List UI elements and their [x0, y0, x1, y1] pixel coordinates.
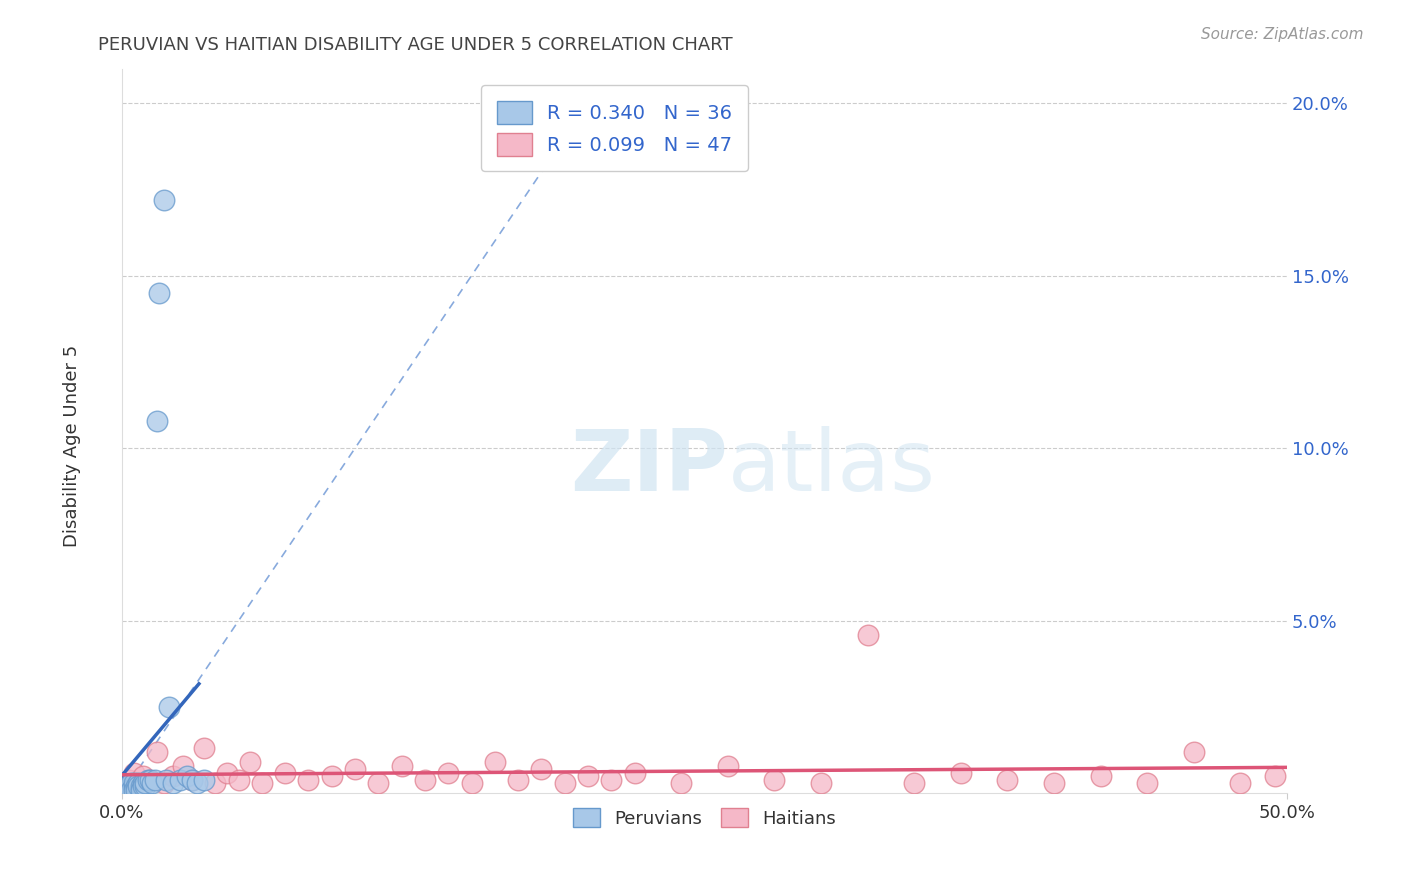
- Text: Source: ZipAtlas.com: Source: ZipAtlas.com: [1201, 27, 1364, 42]
- Point: [1229, 776, 1251, 790]
- Point: [122, 776, 145, 790]
- Point: [132, 769, 155, 783]
- Point: [115, 783, 138, 797]
- Point: [554, 776, 576, 790]
- Point: [132, 776, 155, 790]
- Point: [118, 783, 141, 797]
- Point: [669, 776, 692, 790]
- Point: [120, 780, 142, 794]
- Point: [155, 772, 177, 787]
- Point: [204, 776, 226, 790]
- Point: [239, 756, 262, 770]
- Point: [623, 765, 645, 780]
- Point: [1182, 745, 1205, 759]
- Point: [856, 627, 879, 641]
- Point: [141, 776, 163, 790]
- Point: [125, 783, 148, 797]
- Point: [129, 783, 152, 797]
- Point: [134, 776, 156, 790]
- Point: [112, 776, 135, 790]
- Point: [129, 780, 152, 794]
- Point: [949, 765, 972, 780]
- Point: [127, 780, 149, 794]
- Point: [1043, 776, 1066, 790]
- Point: [193, 772, 215, 787]
- Legend: Peruvians, Haitians: Peruvians, Haitians: [565, 801, 844, 835]
- Point: [122, 780, 145, 794]
- Point: [193, 741, 215, 756]
- Point: [1264, 769, 1286, 783]
- Point: [228, 772, 250, 787]
- Point: [115, 780, 138, 794]
- Point: [122, 783, 145, 797]
- Point: [153, 193, 176, 207]
- Point: [157, 700, 180, 714]
- Point: [120, 783, 142, 797]
- Point: [181, 772, 204, 787]
- Point: [508, 772, 530, 787]
- Point: [146, 745, 169, 759]
- Point: [139, 772, 162, 787]
- Point: [118, 772, 141, 787]
- Point: [181, 772, 204, 787]
- Point: [127, 776, 149, 790]
- Point: [186, 776, 208, 790]
- Point: [297, 772, 319, 787]
- Point: [132, 780, 155, 794]
- Point: [162, 776, 184, 790]
- Point: [600, 772, 623, 787]
- Point: [169, 772, 191, 787]
- Point: [176, 769, 198, 783]
- Point: [215, 765, 238, 780]
- Point: [484, 756, 506, 770]
- Point: [143, 772, 166, 787]
- Point: [120, 776, 142, 790]
- Point: [1090, 769, 1112, 783]
- Text: PERUVIAN VS HAITIAN DISABILITY AGE UNDER 5 CORRELATION CHART: PERUVIAN VS HAITIAN DISABILITY AGE UNDER…: [98, 36, 733, 54]
- Text: atlas: atlas: [728, 425, 936, 508]
- Point: [995, 772, 1018, 787]
- Point: [146, 414, 169, 428]
- Point: [530, 762, 553, 776]
- Point: [367, 776, 389, 790]
- Point: [134, 780, 156, 794]
- Point: [127, 776, 149, 790]
- Point: [1136, 776, 1159, 790]
- Point: [125, 780, 148, 794]
- Point: [172, 758, 194, 772]
- Point: [903, 776, 925, 790]
- Point: [274, 765, 297, 780]
- Point: [810, 776, 832, 790]
- Point: [344, 762, 367, 776]
- Point: [112, 783, 135, 797]
- Point: [162, 769, 184, 783]
- Point: [717, 758, 740, 772]
- Point: [250, 776, 273, 790]
- Text: Disability Age Under 5: Disability Age Under 5: [63, 345, 82, 547]
- Point: [576, 769, 599, 783]
- Point: [136, 772, 159, 787]
- Point: [153, 776, 176, 790]
- Point: [391, 758, 413, 772]
- Point: [118, 780, 141, 794]
- Point: [763, 772, 786, 787]
- Point: [139, 772, 162, 787]
- Point: [413, 772, 436, 787]
- Point: [148, 285, 170, 300]
- Point: [122, 765, 145, 780]
- Point: [460, 776, 482, 790]
- Point: [437, 765, 460, 780]
- Text: ZIP: ZIP: [569, 425, 728, 508]
- Point: [321, 769, 343, 783]
